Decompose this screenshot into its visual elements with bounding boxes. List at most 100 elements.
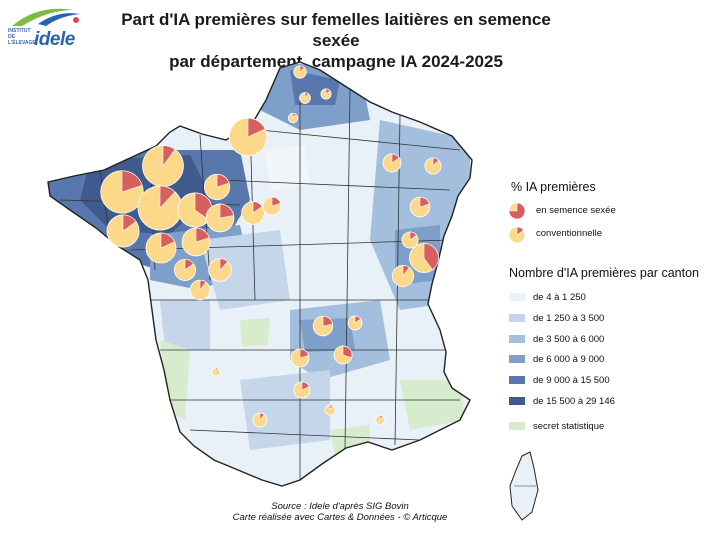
pie-bretagne-5 bbox=[142, 145, 184, 187]
legend-pie-conventional-icon bbox=[508, 226, 526, 244]
legend-swatch-class-3 bbox=[509, 335, 525, 343]
pie-sexed-slice bbox=[304, 92, 309, 99]
pie-centre-29 bbox=[293, 381, 311, 399]
pie-nord-0 bbox=[293, 65, 307, 79]
logo-subtitle: INSTITUT DE L'ÉLEVAGE bbox=[8, 28, 36, 46]
pie-normandie-11 bbox=[205, 203, 235, 233]
legend-choropleth-heading: Nombre d'IA premières par canton bbox=[509, 266, 699, 280]
pie-sexed-slice bbox=[409, 231, 417, 241]
pie-sexed-slice bbox=[329, 404, 333, 411]
idele-logo: INSTITUT DE L'ÉLEVAGE idele bbox=[8, 6, 88, 50]
legend-label-class-3: de 3 500 à 6 000 bbox=[533, 334, 605, 345]
legend-swatch-secret bbox=[509, 422, 525, 430]
pie-nord-2 bbox=[320, 88, 332, 100]
pie-est-24 bbox=[391, 264, 415, 288]
region-poitou bbox=[160, 300, 210, 350]
pie-sexed-slice bbox=[199, 279, 207, 291]
pie-pays-de-la-loire-15 bbox=[181, 227, 211, 257]
pie-sud-31 bbox=[324, 404, 336, 416]
pie-normandie-13 bbox=[262, 196, 282, 216]
legend-label-class-2: de 1 250 à 3 500 bbox=[533, 313, 605, 324]
pie-sexed-slice bbox=[159, 185, 176, 209]
region-landes-secret bbox=[160, 340, 190, 420]
pie-sexed-slice bbox=[247, 117, 266, 138]
pie-pays-de-la-loire-17 bbox=[173, 258, 197, 282]
pie-sexed-slice bbox=[219, 203, 235, 219]
legend-pie-sexed-label: en semence sexée bbox=[536, 205, 616, 216]
pie-centre-26 bbox=[290, 348, 310, 368]
pie-sexed-slice bbox=[292, 112, 297, 119]
pie-sexed-slice bbox=[122, 214, 137, 232]
pie-sexed-slice bbox=[162, 145, 176, 167]
pie-sexed-slice bbox=[325, 88, 331, 95]
source-line2: Carte réalisée avec Cartes & Données - ©… bbox=[232, 512, 448, 523]
logo-swoosh-icon bbox=[12, 8, 80, 26]
map-title-line1: Part d'IA premières sur femelles laitièr… bbox=[121, 10, 551, 50]
pie-sexed-slice bbox=[271, 196, 281, 207]
map-title: Part d'IA premières sur femelles laitièr… bbox=[96, 9, 576, 72]
pie-sud-33 bbox=[211, 367, 221, 377]
source-note: Source : Idele d'après SIG Bovin Carte r… bbox=[200, 501, 480, 523]
pie-normandie-12 bbox=[241, 201, 265, 225]
pie-pays-de-la-loire-16 bbox=[208, 258, 232, 282]
map-title-line2: par département, campagne IA 2024-2025 bbox=[169, 52, 503, 71]
pie-nord-1 bbox=[299, 92, 311, 104]
legend-pie-symbols bbox=[508, 202, 526, 244]
pie-sexed-slice bbox=[259, 412, 265, 421]
pie-sexed-slice bbox=[216, 173, 230, 188]
pie-layer bbox=[100, 65, 442, 428]
pie-sexed-slice bbox=[508, 202, 526, 220]
legend-swatch-class-4 bbox=[509, 355, 525, 363]
pie-sexed-slice bbox=[432, 157, 439, 167]
legend-label-class-4: de 6 000 à 9 000 bbox=[533, 354, 605, 365]
pie-sexed-slice bbox=[184, 259, 195, 271]
pie-normandie-10 bbox=[203, 173, 231, 201]
legend-pie-conventional-symbol bbox=[508, 226, 526, 244]
pie-est-19 bbox=[382, 153, 402, 173]
pie-sexed-slice bbox=[195, 227, 210, 243]
pie-sexed-slice bbox=[160, 232, 175, 249]
legend-label-class-5: de 9 000 à 15 500 bbox=[533, 375, 610, 386]
pie-sexed-slice bbox=[379, 415, 384, 421]
legend-swatch-class-5 bbox=[509, 376, 525, 384]
pie-est-21 bbox=[409, 196, 431, 218]
pie-sud-30 bbox=[252, 412, 268, 428]
pie-est-23 bbox=[409, 243, 439, 273]
legend-label-class-1: de 4 à 1 250 bbox=[533, 292, 586, 303]
pie-centre-28 bbox=[347, 315, 363, 331]
pie-sexed-slice bbox=[215, 367, 219, 373]
region-limousin-secret bbox=[240, 318, 270, 346]
pie-sexed-slice bbox=[299, 348, 309, 359]
legend-swatch-class-6 bbox=[509, 397, 525, 405]
legend-label-class-6: de 15 500 à 29 146 bbox=[533, 396, 615, 407]
region-herault-secret bbox=[330, 425, 370, 455]
pie-sexed-slice bbox=[252, 201, 263, 214]
pie-sexed-slice bbox=[419, 196, 430, 208]
legend-swatch-class-1 bbox=[509, 293, 525, 301]
pie-sexed-slice bbox=[516, 226, 524, 236]
pie-sexed-slice bbox=[299, 65, 305, 73]
pie-sexed-slice bbox=[322, 315, 334, 327]
pie-bretagne-4 bbox=[100, 170, 144, 214]
pie-sud-32 bbox=[375, 415, 385, 425]
pie-sexed-slice bbox=[121, 170, 143, 193]
pie-est-22 bbox=[401, 231, 419, 249]
pie-nord-3 bbox=[287, 112, 299, 124]
legend-pie-conventional-label: conventionnelle bbox=[536, 228, 603, 239]
pie-sexed-slice bbox=[423, 243, 439, 271]
legend-pie-sexed-icon bbox=[508, 202, 526, 220]
pie-bretagne-6 bbox=[137, 185, 183, 231]
pie-pays-de-la-loire-14 bbox=[145, 232, 177, 264]
legend-label-secret: secret statistique bbox=[533, 421, 605, 432]
pie-sexed-slice bbox=[391, 153, 400, 164]
region-provence-secret bbox=[400, 380, 465, 430]
legend-pie-heading: % IA premières bbox=[511, 180, 596, 194]
pie-centre-27 bbox=[333, 345, 353, 365]
pie-sexed-slice bbox=[354, 315, 362, 324]
source-line1: Source : Idele d'après SIG Bovin bbox=[271, 501, 409, 512]
pie-pays-de-la-loire-18 bbox=[189, 279, 211, 301]
pie-centre-25 bbox=[312, 315, 334, 337]
region-ile-de-france bbox=[265, 145, 310, 190]
pie-est-20 bbox=[424, 157, 442, 175]
